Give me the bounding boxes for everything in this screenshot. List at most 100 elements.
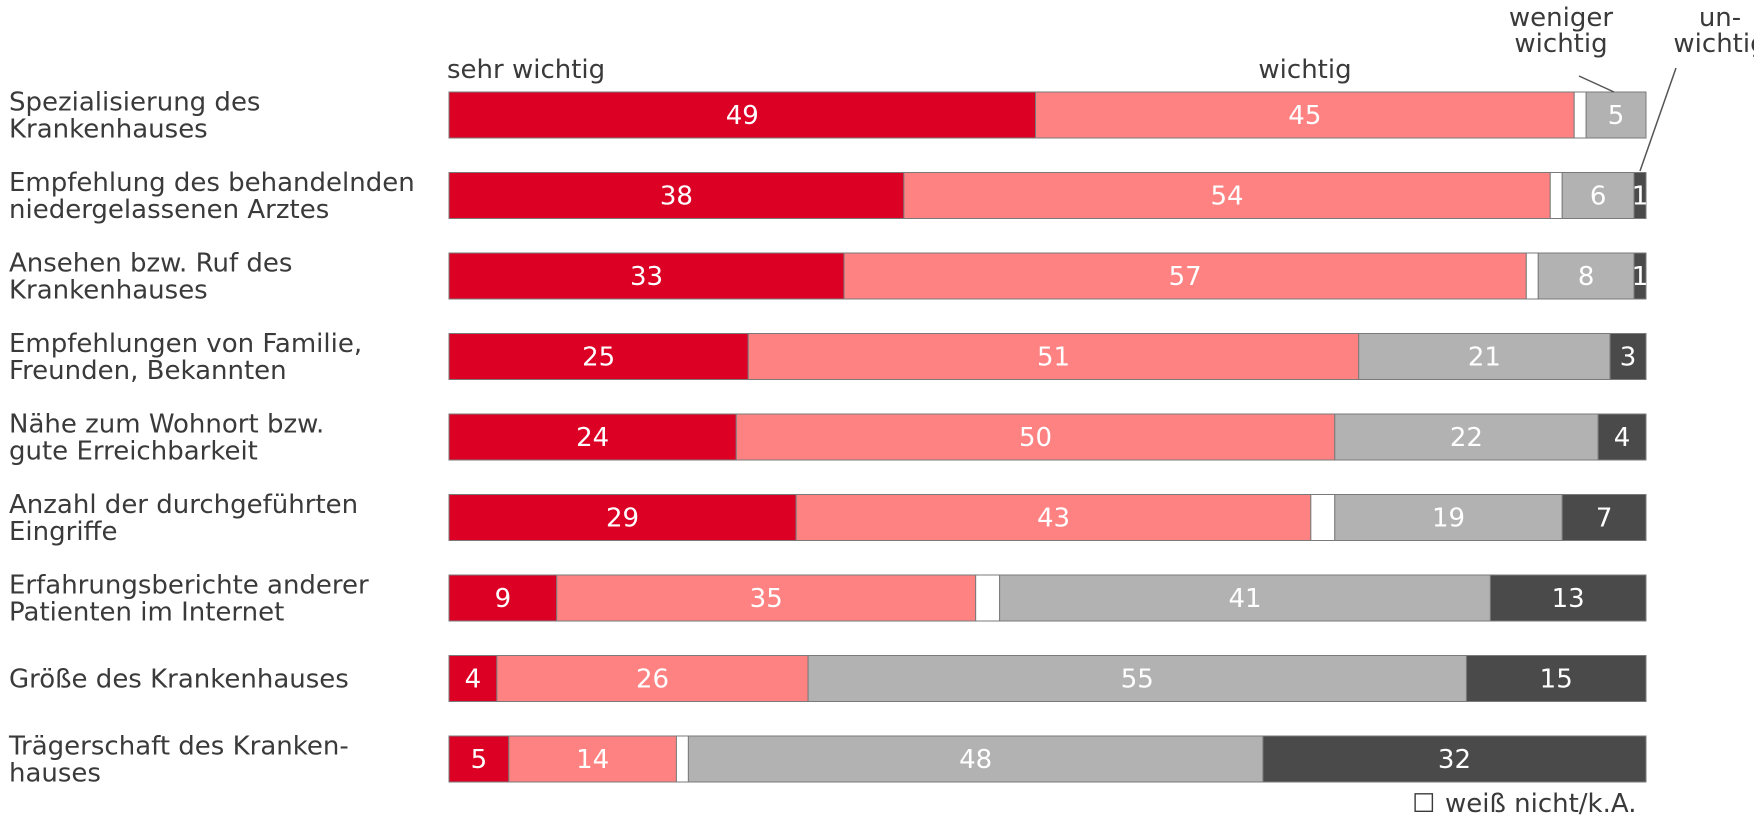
- data-label: 51: [1037, 343, 1070, 373]
- bar-segment: [448, 91, 1037, 139]
- category-label: Anzahl der durchgeführten: [9, 490, 358, 520]
- category-label: Ansehen bzw. Ruf des: [9, 249, 292, 279]
- category-label: Nähe zum Wohnort bzw.: [9, 410, 324, 440]
- data-label: 26: [636, 665, 669, 695]
- bar-segment: [1609, 333, 1647, 380]
- data-label: 25: [582, 343, 615, 373]
- category-label: Krankenhauses: [9, 276, 208, 306]
- legend-symbol: ☐: [1412, 789, 1435, 819]
- bar-segment: [448, 333, 749, 380]
- bar-segment: [1549, 172, 1563, 219]
- header-unwichtig-line2: wichtig: [1673, 29, 1754, 59]
- data-label: 29: [606, 504, 639, 534]
- bar-segment: [1573, 91, 1587, 139]
- data-label: 14: [576, 745, 609, 775]
- data-label: 50: [1019, 423, 1052, 453]
- bar-segment: [807, 655, 1467, 702]
- data-label: 55: [1121, 665, 1154, 695]
- data-label: 22: [1450, 423, 1483, 453]
- legend-label: weiß nicht/k.A.: [1445, 789, 1636, 819]
- category-label: Eingriffe: [9, 517, 117, 547]
- data-label: 43: [1037, 504, 1070, 534]
- data-label: 57: [1169, 262, 1202, 292]
- bar-segment: [508, 735, 677, 783]
- bar-segment: [1465, 655, 1647, 702]
- header-sehr-wichtig: sehr wichtig: [447, 55, 605, 85]
- category-label: niedergelassenen Arztes: [9, 195, 329, 225]
- bar-segment: [675, 735, 689, 783]
- bar-segment: [1525, 252, 1539, 300]
- bar-segment: [448, 413, 737, 461]
- bar-segment: [795, 494, 1312, 541]
- bar-segment: [448, 655, 498, 702]
- legend: ☐ weiß nicht/k.A.: [1412, 789, 1636, 819]
- data-label: 1: [1632, 182, 1649, 212]
- category-label: Empfehlungen von Familie,: [9, 329, 362, 359]
- data-label: 8: [1578, 262, 1595, 292]
- bar-segment: [1537, 252, 1635, 300]
- leader-line-unwichtig: [1639, 67, 1677, 172]
- data-label: 4: [465, 665, 482, 695]
- data-label: 24: [576, 423, 609, 453]
- data-label: 5: [471, 745, 488, 775]
- bar-segment: [448, 494, 797, 541]
- bar-segment: [747, 333, 1360, 380]
- category-label: Empfehlung des behandelnden: [9, 168, 415, 198]
- category-label: Patienten im Internet: [9, 598, 284, 628]
- bar-segment: [1585, 91, 1647, 139]
- data-label: 4: [1614, 423, 1631, 453]
- category-label: Freunden, Bekannten: [9, 356, 287, 386]
- data-label: 15: [1540, 665, 1573, 695]
- bar-segment: [975, 574, 1001, 622]
- header-weniger-wichtig-line2: wichtig: [1514, 29, 1607, 59]
- bar-segment: [1310, 494, 1336, 541]
- bar-segment: [1561, 494, 1647, 541]
- bar-segment: [1334, 494, 1563, 541]
- bar-segment: [1597, 413, 1647, 461]
- header-wichtig: wichtig: [1258, 55, 1351, 85]
- data-label: 7: [1596, 504, 1613, 534]
- data-label: 9: [495, 584, 512, 614]
- category-label: Erfahrungsberichte anderer: [9, 571, 369, 601]
- category-label: hauses: [9, 759, 101, 789]
- data-label: 49: [726, 101, 759, 131]
- data-label: 6: [1590, 182, 1607, 212]
- category-label: Größe des Krankenhauses: [9, 665, 349, 695]
- data-label: 35: [750, 584, 783, 614]
- header-weniger-wichtig-line1: weniger: [1509, 3, 1613, 33]
- header-unwichtig-line1: un-: [1699, 3, 1741, 33]
- data-label: 38: [660, 182, 693, 212]
- category-labels: Spezialisierung desKrankenhausesEmpfehlu…: [8, 88, 415, 789]
- bar-segment: [1358, 333, 1611, 380]
- data-label: 41: [1228, 584, 1261, 614]
- data-label: 1: [1632, 262, 1649, 292]
- bar-segment: [448, 574, 558, 622]
- data-label: 48: [959, 745, 992, 775]
- bars: 49 45 538 54 6 133 57 8 125 51 21 324 50 22 429 43 19 79 3…: [448, 91, 1649, 783]
- data-label: 19: [1432, 504, 1465, 534]
- bar-segment: [1035, 91, 1575, 139]
- bar-segment: [843, 252, 1527, 300]
- data-label: 3: [1620, 343, 1637, 373]
- bar-segment: [735, 413, 1336, 461]
- category-label: gute Erreichbarkeit: [9, 437, 258, 467]
- bar-segment: [1633, 172, 1647, 219]
- bar-segment: [903, 172, 1551, 219]
- bar-segment: [1561, 172, 1635, 219]
- data-label: 5: [1608, 101, 1625, 131]
- bar-segment: [1489, 574, 1647, 622]
- bar-segment: [1633, 252, 1647, 300]
- leader-line-weniger-wichtig: [1578, 75, 1615, 93]
- bar-segment: [999, 574, 1491, 622]
- category-label: Trägerschaft des Kranken-: [8, 732, 349, 762]
- bar-segment: [448, 735, 510, 783]
- bar-segment: [496, 655, 809, 702]
- data-label: 45: [1288, 101, 1321, 131]
- bar-segment: [448, 252, 845, 300]
- category-label: Krankenhauses: [9, 115, 208, 145]
- series-headers: sehr wichtig wichtig weniger wichtig un-…: [447, 3, 1754, 172]
- data-label: 54: [1211, 182, 1244, 212]
- data-label: 21: [1468, 343, 1501, 373]
- bar-segment: [1334, 413, 1599, 461]
